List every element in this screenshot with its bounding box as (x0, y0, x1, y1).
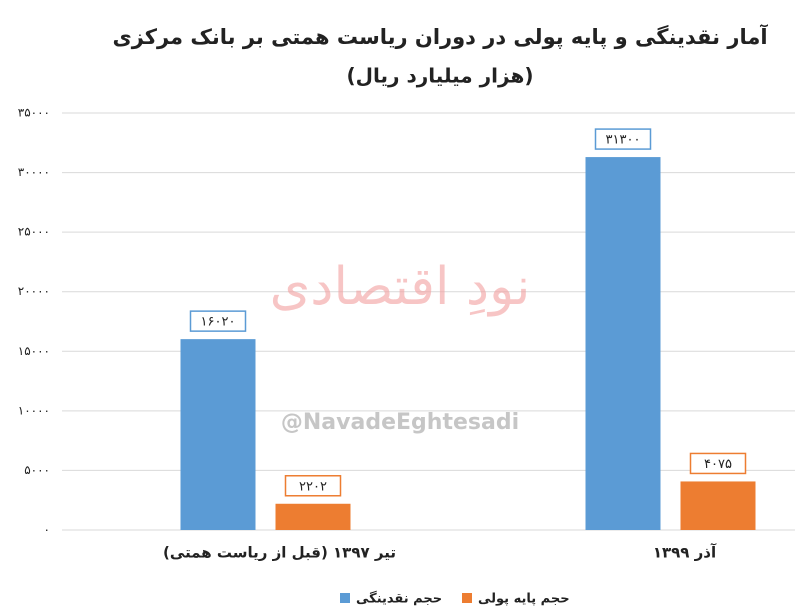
watermark: نودِ اقتصادی (270, 257, 531, 317)
y-tick-label: ۵۰۰۰ (24, 463, 50, 477)
legend-label: حجم نقدینگی (356, 591, 442, 607)
bar (585, 157, 661, 530)
data-label-box (594, 128, 652, 150)
y-tick-label: ۳۰۰۰۰ (18, 165, 50, 179)
legend-swatch (340, 593, 350, 603)
data-label: ۲۲۰۲ (299, 479, 327, 494)
y-tick-label: ۱۰۰۰۰ (18, 403, 50, 417)
data-label-box (284, 475, 342, 497)
bar (180, 339, 256, 530)
data-label-box (689, 452, 747, 475)
y-tick-label: ۲۰۰۰۰ (18, 284, 50, 298)
y-tick-label: ۳۵۰۰۰ (18, 106, 50, 120)
data-label: ۱۶۰۲۰ (201, 315, 236, 330)
bar (680, 481, 756, 530)
chart-subtitle: (هزار میلیارد ریال) (347, 64, 534, 88)
data-label: ۴۰۷۵ (704, 457, 732, 472)
y-tick-label: ۲۵۰۰۰ (18, 225, 50, 239)
y-tick-label: ۱۵۰۰۰ (18, 344, 50, 358)
legend-swatch (462, 593, 472, 603)
bar (275, 503, 351, 530)
watermark: @NavadeEghtesadi (281, 410, 519, 435)
legend-label: حجم پایه پولی (478, 592, 570, 607)
data-label-box (189, 310, 247, 332)
data-label: ۳۱۳۰۰ (606, 133, 641, 148)
x-tick-label: آذر ۱۳۹۹ (653, 544, 717, 562)
chart-title: آمار نقدینگی و پایه پولی در دوران ریاست … (112, 24, 768, 49)
y-tick-label: ۰ (44, 523, 50, 537)
x-tick-label: تیر ۱۳۹۷ (قبل از ریاست همتی) (163, 544, 396, 562)
